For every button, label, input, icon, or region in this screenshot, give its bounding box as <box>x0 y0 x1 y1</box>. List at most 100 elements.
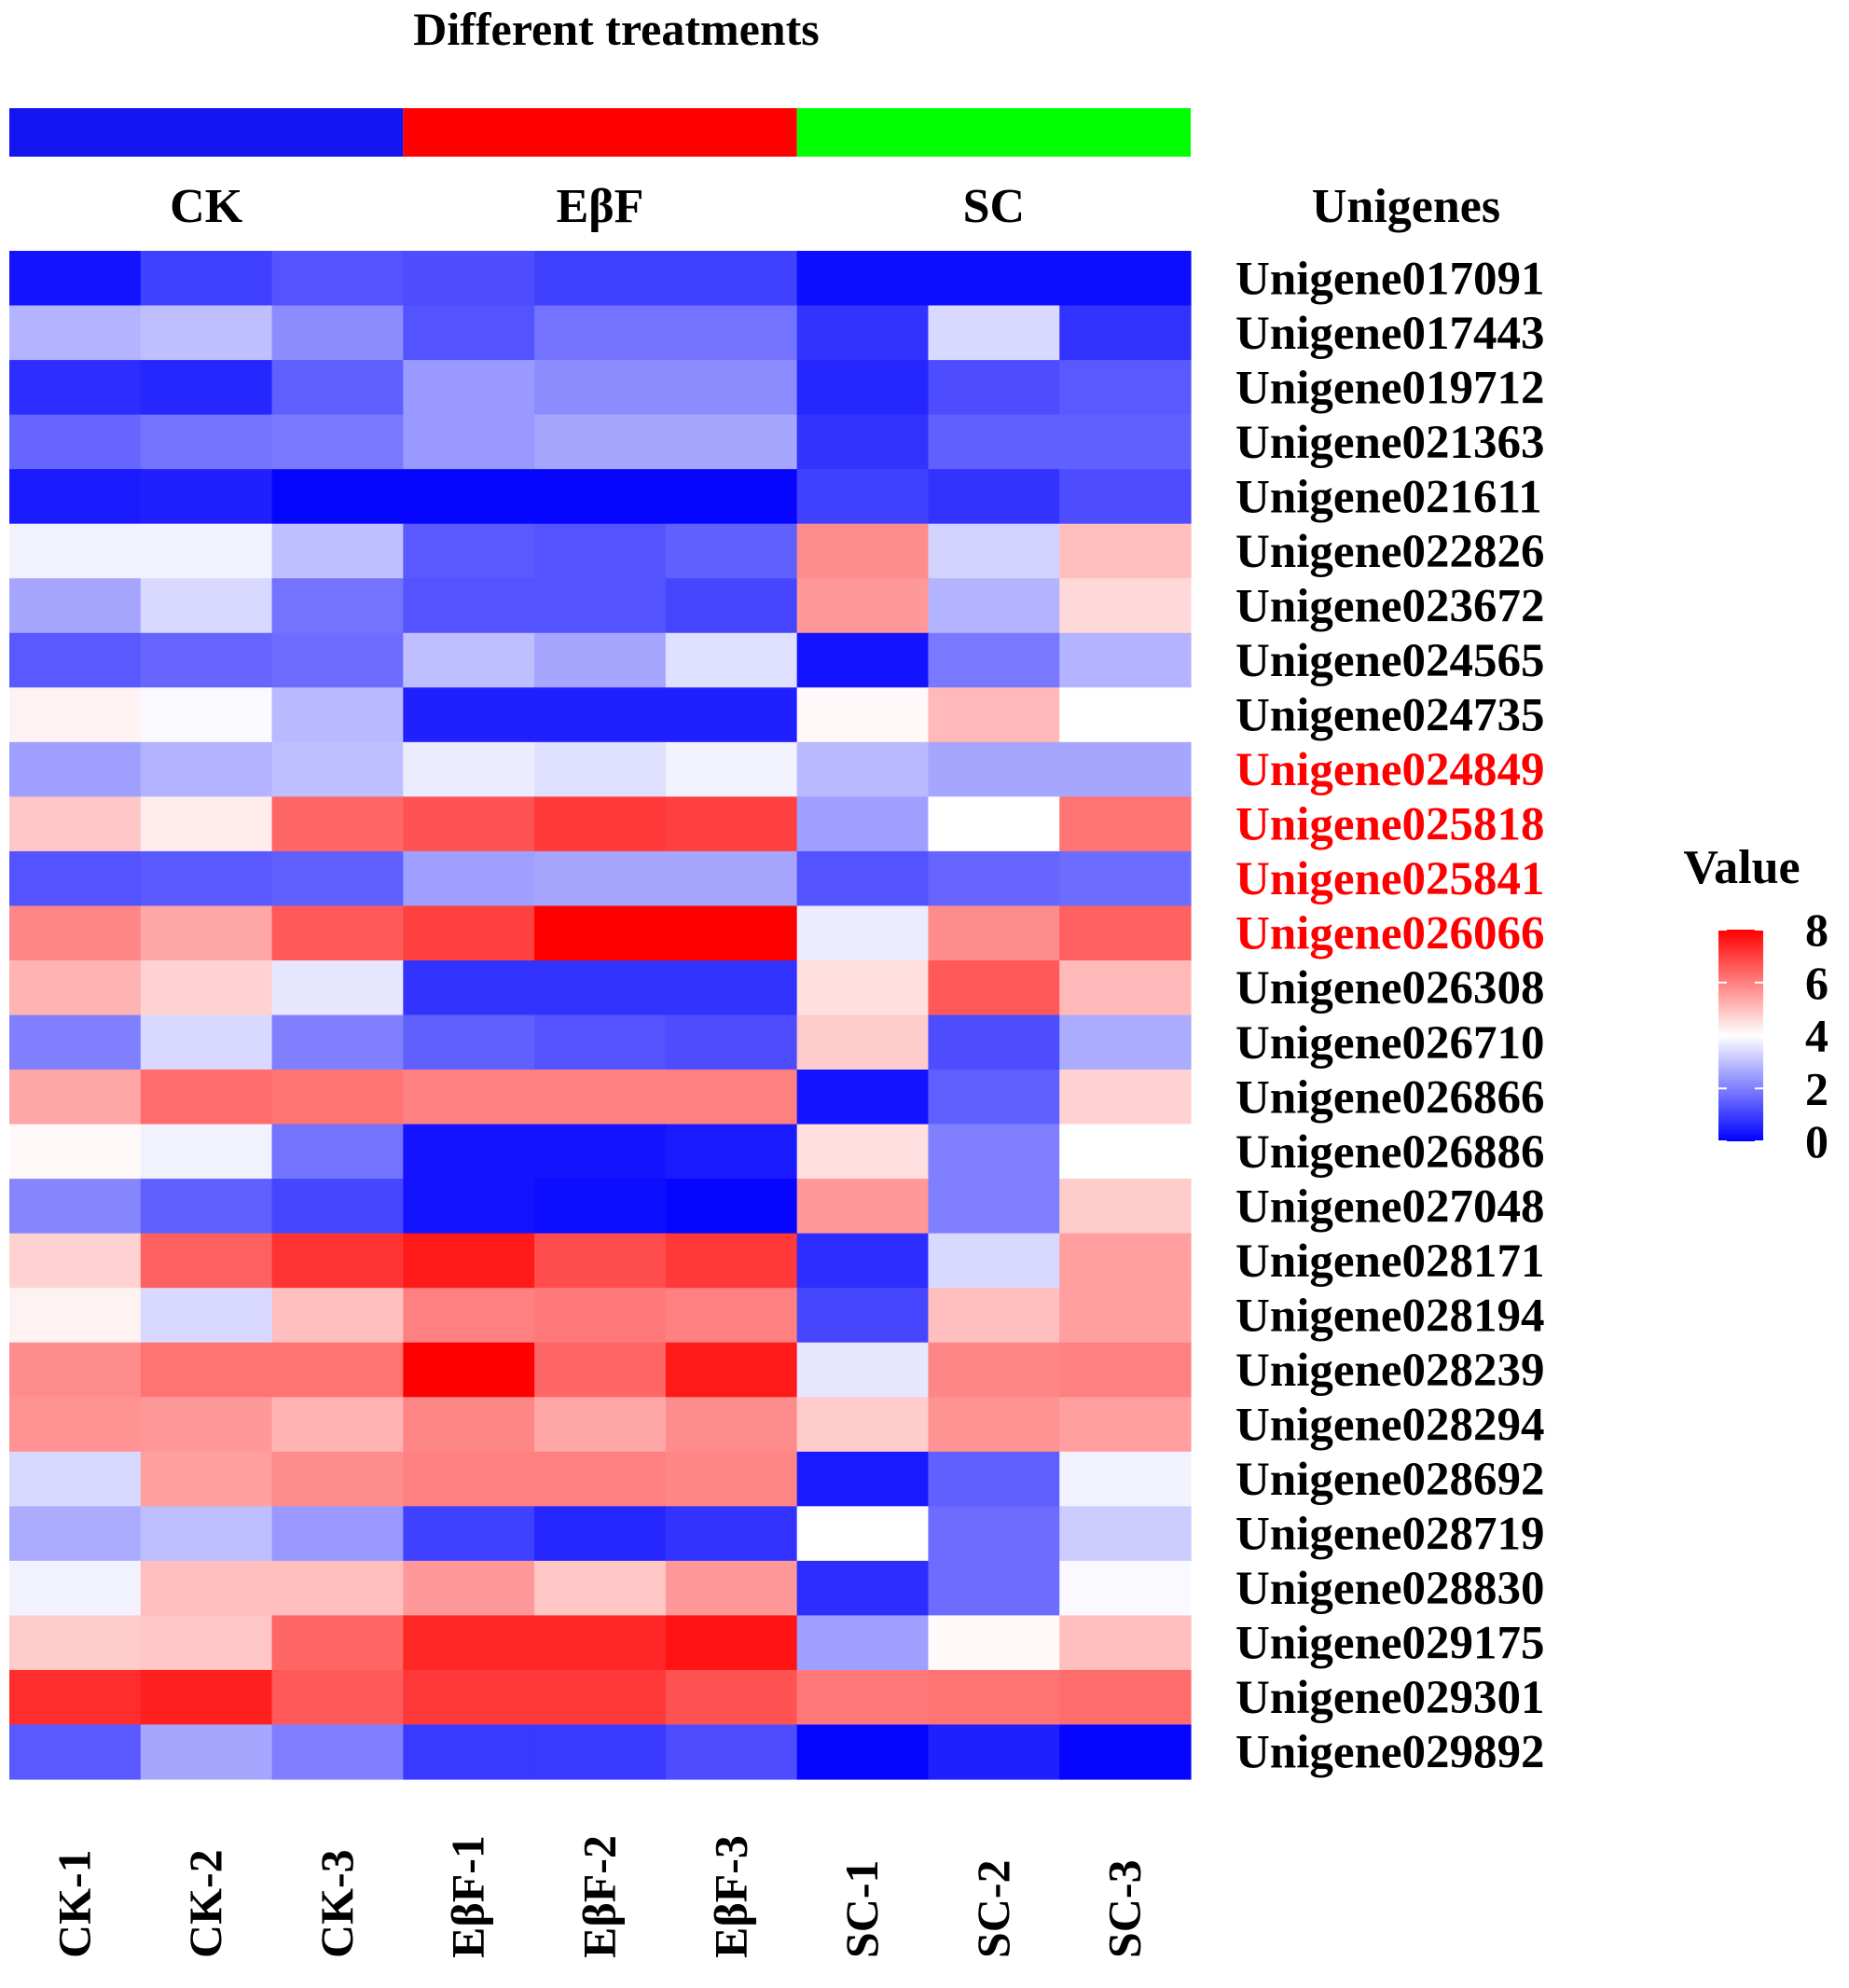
row-label: Unigene019712 <box>1235 362 1545 414</box>
row-label: Unigene024849 <box>1235 744 1545 796</box>
heatmap-cell <box>928 469 1060 525</box>
heatmap-cell <box>665 1615 798 1671</box>
heatmap-cell <box>9 632 142 688</box>
heatmap-cell <box>403 305 535 361</box>
heatmap-cell <box>796 305 930 361</box>
heatmap-cell <box>1059 796 1192 852</box>
heatmap-cell <box>271 523 404 579</box>
heatmap-cell <box>140 959 273 1016</box>
row-label: Unigene028830 <box>1235 1563 1545 1615</box>
heatmap-cell <box>534 1451 667 1507</box>
heatmap-cell <box>403 251 535 307</box>
heatmap-cell <box>928 1179 1060 1235</box>
heatmap-cell <box>140 360 273 416</box>
row-label: Unigene025841 <box>1235 853 1545 905</box>
row-label: Unigene026886 <box>1235 1126 1545 1179</box>
row-label: Unigene024565 <box>1235 635 1545 687</box>
heatmap-cell <box>140 305 273 361</box>
row-label: Unigene026710 <box>1235 1017 1545 1070</box>
heatmap-cell <box>403 1560 535 1616</box>
column-labels: CK-1 CK-2 CK-3 EβF-1 EβF-2 EβF-3 SC-1 SC-2 SC-3 <box>48 1835 1150 1958</box>
heatmap-cell <box>928 578 1060 634</box>
heatmap-cell <box>665 1560 798 1616</box>
heatmap-cell <box>403 796 535 852</box>
heatmap-cell <box>403 578 535 634</box>
heatmap-cell <box>271 469 404 525</box>
heatmap-cell <box>9 1615 142 1671</box>
row-label: Unigene028239 <box>1235 1345 1545 1397</box>
column-label: CK-2 <box>179 1849 231 1958</box>
heatmap-cell <box>271 1397 404 1453</box>
heatmap-cell <box>534 1070 667 1125</box>
heatmap-cell <box>271 1015 404 1070</box>
heatmap-cell <box>665 1179 798 1235</box>
heatmap-cell <box>796 1070 930 1125</box>
heatmap-cell <box>403 741 535 797</box>
heatmap-cell <box>140 1288 273 1344</box>
heatmap-cell <box>271 741 404 797</box>
heatmap-cell <box>271 850 404 907</box>
heatmap-cell <box>1059 469 1192 525</box>
heatmap-cell <box>928 1560 1060 1616</box>
heatmap-cell <box>796 741 930 797</box>
heatmap-cell <box>534 959 667 1016</box>
heatmap-cell <box>928 1506 1060 1562</box>
group-bar-1 <box>403 108 797 157</box>
heatmap-cell <box>928 360 1060 416</box>
heatmap-cells <box>9 251 1192 1780</box>
row-label: Unigene029892 <box>1235 1727 1545 1779</box>
heatmap-cell <box>928 796 1060 852</box>
heatmap-cell <box>796 1342 930 1398</box>
heatmap-cell <box>1059 1015 1192 1070</box>
row-label: Unigene028194 <box>1235 1290 1545 1342</box>
heatmap-cell <box>271 1233 404 1289</box>
heatmap-cell <box>9 578 142 634</box>
heatmap-cell <box>271 251 404 307</box>
heatmap-cell <box>796 959 930 1016</box>
column-label: SC-2 <box>967 1859 1019 1958</box>
group-bar-0 <box>9 108 404 157</box>
heatmap-cell <box>140 1342 273 1398</box>
heatmap-cell <box>796 1233 930 1289</box>
heatmap-cell <box>665 1015 798 1070</box>
heatmap-cell <box>534 1179 667 1235</box>
heatmap-cell <box>140 414 273 470</box>
legend-tick-label: 6 <box>1805 957 1828 1009</box>
legend-tick-label: 8 <box>1805 904 1828 956</box>
heatmap-cell <box>796 1560 930 1616</box>
heatmap-cell <box>403 687 535 743</box>
heatmap-cell <box>140 523 273 579</box>
heatmap-cell <box>534 687 667 743</box>
row-labels: Unigene017091Unigene017443Unigene019712U… <box>1235 253 1545 1778</box>
legend-tick-label: 0 <box>1805 1115 1828 1167</box>
heatmap-cell <box>665 632 798 688</box>
heatmap-cell <box>928 1124 1060 1180</box>
row-label: Unigene028294 <box>1235 1400 1545 1452</box>
legend-tick-label: 4 <box>1805 1010 1828 1062</box>
heatmap-cell <box>534 469 667 525</box>
heatmap-cell <box>403 959 535 1016</box>
heatmap-cell <box>928 523 1060 579</box>
heatmap-cell <box>796 1669 930 1726</box>
heatmap-cell <box>665 1397 798 1453</box>
heatmap-cell <box>9 959 142 1016</box>
heatmap-cell <box>665 850 798 907</box>
heatmap-cell <box>1059 523 1192 579</box>
heatmap-cell <box>534 1560 667 1616</box>
heatmap-cell <box>9 1288 142 1344</box>
heatmap-cell <box>140 905 273 961</box>
heatmap-cell <box>796 523 930 579</box>
heatmap-cell <box>534 1506 667 1562</box>
group-labels: CK EβF SC <box>170 180 1025 233</box>
heatmap-cell <box>403 1288 535 1344</box>
group-label-1: EβF <box>557 180 644 233</box>
heatmap-cell <box>140 741 273 797</box>
heatmap-cell <box>403 632 535 688</box>
heatmap-cell <box>665 1233 798 1289</box>
group-label-0: CK <box>170 180 243 233</box>
row-label: Unigene023672 <box>1235 580 1545 632</box>
heatmap-cell <box>271 1615 404 1671</box>
heatmap-cell <box>928 905 1060 961</box>
heatmap-cell <box>1059 632 1192 688</box>
